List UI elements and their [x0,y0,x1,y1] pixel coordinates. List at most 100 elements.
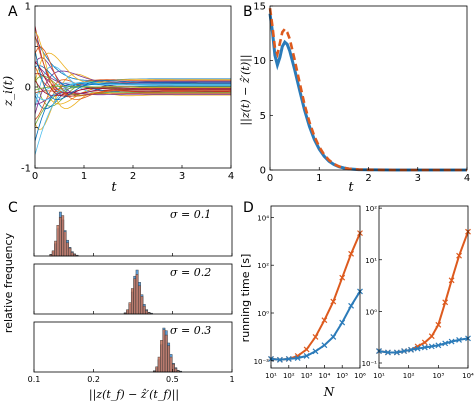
data-marker [448,277,455,284]
y-axis-label: running time [s] [239,254,252,343]
x-tick-label: 3 [415,173,421,184]
y-tick-label: 10⁴ [257,214,269,222]
x-tick-label: 0 [32,171,38,182]
data-marker [339,274,346,281]
x-tick-label: 0.1 [28,375,41,384]
x-tick-label: 2 [130,171,136,182]
data-marker [456,252,462,259]
x-tick-label: 2 [365,173,371,184]
trajectory-line [35,30,231,109]
axes-frame [33,263,233,315]
series-line-solid [268,13,467,172]
y-tick-label: 10⁰ [257,310,269,318]
y-tick-label: 1 [25,2,31,13]
x-tick-label: 3 [179,171,185,182]
ticks: 0 1 2 3 4 0 5 10 15 [253,2,470,185]
bar-orange [164,334,168,373]
x-tick-label: 10¹ [373,372,385,380]
x-tick-label: 10⁶ [354,372,366,380]
x-tick-label: 1 [229,375,234,384]
bar-orange [70,252,74,257]
series-line-orange [378,231,469,354]
x-tick-label: 4 [464,173,470,184]
data-marker [294,355,301,362]
bar-orange [138,285,141,315]
x-tick-label: 10³ [301,372,313,380]
runtime-right: 10¹ 10² 10³ 10⁴ 10⁻¹ 10⁰ 10¹ 10² [362,205,474,380]
bar-orange [51,250,55,257]
data-marker [321,317,328,324]
panel-c: 0.1 0.2 0.5 1 σ = 0.1 σ = 0.2 σ = 0.3 relat… [2,205,235,402]
x-tick-label: 10¹ [265,372,277,380]
data-marker [321,342,328,349]
x-tick-label: 1 [81,171,87,182]
data-marker [435,321,442,328]
sigma-label-0.3: σ = 0.3 [170,324,211,337]
data-marker [385,349,391,356]
y-tick-label: 10⁰ [365,308,377,316]
bar-orange [133,278,137,315]
trajectory-line [35,81,231,101]
sigma-label-0.2: σ = 0.2 [170,266,211,279]
x-tick-label: 10³ [432,372,444,380]
data-marker [312,348,319,355]
histogram-sigma-0.3: 0.1 0.2 0.5 1 [28,321,235,384]
panel-label-a: A [8,4,18,20]
error-curves [268,8,467,172]
y-tick-label: 5 [260,111,266,122]
data-marker [348,302,355,309]
data-marker [408,346,414,353]
axes-frame [33,205,233,257]
x-axis-label: t [348,180,354,195]
y-tick-label: 10² [365,205,377,213]
trajectory-line [35,79,231,97]
bar-orange [162,329,166,373]
y-tick-label: 10 [253,56,266,67]
bar-orange [169,356,173,373]
data-marker [435,342,442,349]
data-marker [448,338,455,345]
x-tick-label: 0.2 [87,375,100,384]
series-line-blue [270,290,361,361]
bar-orange [61,215,65,257]
data-marker [285,355,292,362]
panel-a: 0 1 2 3 4-101 z_i(t) t [1,2,234,196]
data-marker [393,349,400,356]
bar-orange [54,240,58,257]
data-marker [442,299,449,306]
panel-label-c: C [8,200,18,216]
data-marker [303,353,310,359]
data-marker [348,250,355,257]
sigma-label-0.1: σ = 0.1 [170,208,211,221]
panel-label-d: D [243,200,254,216]
data-marker [421,339,428,346]
bar-orange [68,247,72,257]
bar-orange [155,366,159,373]
data-marker [303,346,310,353]
data-marker [414,345,421,352]
bar-orange [160,340,163,373]
axes-frame [270,205,361,369]
y-tick-label: 0 [260,166,266,177]
data-marker [330,333,337,340]
bar-orange [58,217,62,257]
y-axis-label: ||z(t) − ẑ′(t)|| [239,54,253,125]
bar-orange [174,368,178,373]
runtime-left: 10¹ 10² 10³ 10⁴ 10⁵ 10⁶ 10⁻² 10⁰ 10² 10⁴ [254,205,366,380]
y-tick-label: 10⁻¹ [362,360,378,368]
bar-orange [128,302,132,315]
data-marker [330,298,337,305]
data-marker [421,344,428,351]
y-tick-label: 10⁻² [254,358,270,366]
series-line-orange [270,232,361,361]
bar-orange [130,288,134,315]
x-tick-label: 10⁴ [462,372,474,380]
y-tick-label: -1 [21,164,31,175]
data-marker [428,343,435,350]
data-marker [456,336,462,343]
panel-b: 0 1 2 3 4 0 5 10 15 ||z(t) − ẑ′(t)|| t [239,2,470,196]
trajectory-line [35,46,231,100]
x-tick-label: 0 [267,173,273,184]
